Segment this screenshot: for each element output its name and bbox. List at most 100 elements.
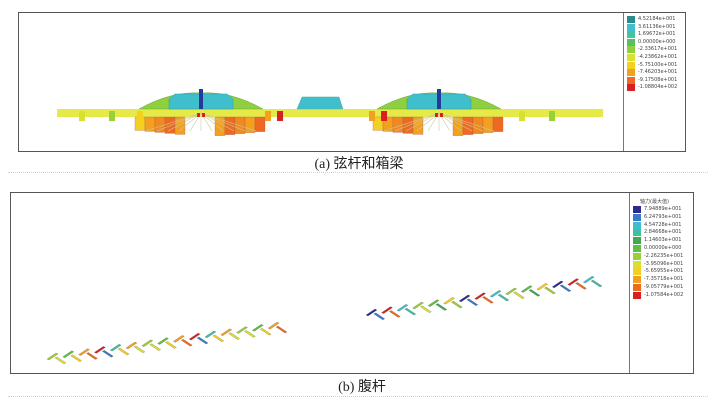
pier-column — [199, 89, 203, 109]
right-web-member — [497, 293, 510, 302]
left-web-member — [173, 335, 185, 343]
left-web-member — [220, 328, 232, 336]
legend-b-swatch — [633, 284, 641, 291]
chord-box-girder-contour-plot — [57, 89, 603, 136]
left-web-member — [212, 334, 225, 342]
left-web-member — [188, 333, 201, 341]
central-box-girder — [296, 96, 344, 110]
legend-a: 4.52184e+001 3.61136e+001 1.69672e+001 0.00… — [623, 13, 685, 151]
legend-b: 轴力(最大值) 7.94889e+001 6.24793e+001 4.54728e… — [629, 193, 693, 373]
deck-segment — [519, 111, 525, 121]
lower-chord-block — [402, 116, 414, 134]
legend-a-label: 0.00000e+000 — [638, 38, 676, 45]
legend-a-label: -7.46203e+001 — [638, 69, 678, 76]
stress-marker — [197, 113, 200, 117]
right-web-member — [365, 308, 378, 317]
right-web-member — [420, 305, 432, 313]
legend-a-label: 4.52184e+001 — [638, 16, 676, 22]
legend-b-label: -3.95096e+001 — [644, 260, 684, 267]
left-web-member — [181, 339, 193, 347]
right-web-member — [544, 286, 556, 295]
legend-b-title: 轴力(最大值) — [640, 199, 669, 205]
left-web-member — [102, 350, 114, 358]
left-web-member — [228, 332, 240, 340]
right-web-member — [552, 280, 564, 288]
lower-chord-block — [174, 116, 186, 135]
left-web-member — [236, 326, 248, 334]
legend-a-swatch — [627, 38, 635, 46]
right-web-member — [404, 308, 416, 316]
left-web-member — [94, 346, 106, 354]
left-web-member — [267, 321, 280, 330]
web-member-panel: 轴力(最大值) 7.94889e+001 6.24793e+001 4.54728e… — [10, 192, 694, 374]
legend-b-swatch — [633, 260, 641, 268]
left-web-member — [62, 350, 74, 358]
web-ray — [438, 112, 473, 132]
legend-b-swatch — [633, 276, 641, 284]
right-web-member — [458, 294, 471, 303]
lower-chord-block — [164, 116, 176, 134]
web-ray — [200, 112, 257, 132]
legend-a-label: -9.17508e+001 — [638, 76, 678, 83]
lower-chord-block — [462, 116, 474, 135]
legend-a-swatch — [627, 23, 635, 31]
left-web-member — [196, 336, 209, 345]
legend-b-label: -2.26235e+001 — [644, 252, 684, 259]
legend-a-swatch — [627, 69, 635, 77]
right-web-member — [505, 287, 517, 296]
lower-chord-block — [144, 116, 156, 132]
web-ray — [438, 112, 484, 132]
divider-b — [8, 396, 708, 397]
left-web-member — [125, 341, 138, 350]
lower-chord-block — [452, 116, 464, 136]
legend-b-swatch — [633, 245, 641, 252]
pier-column — [437, 89, 441, 109]
divider-a — [8, 172, 708, 173]
web-ray — [200, 112, 246, 132]
legend-b-swatch — [633, 291, 641, 299]
legend-b-label: 7.94889e+001 — [644, 206, 682, 212]
right-web-member — [559, 284, 572, 292]
right-web-member — [528, 289, 541, 297]
lower-chord-block — [492, 116, 504, 132]
legend-b-label: 6.24793e+001 — [644, 213, 682, 220]
legend-a-swatch — [627, 76, 635, 84]
web-ray — [156, 112, 202, 132]
left-web-member — [117, 347, 130, 356]
left-web-member — [157, 337, 169, 345]
lower-chord-block — [472, 116, 484, 134]
legend-a-swatch — [627, 46, 635, 54]
deck-segment — [265, 111, 271, 121]
web-ray — [200, 112, 235, 132]
caption-b: (b) 腹杆 — [338, 380, 386, 395]
right-web-member — [520, 285, 533, 293]
web-ray — [167, 112, 202, 132]
right-web-member — [466, 298, 479, 306]
legend-a-swatch — [627, 84, 635, 92]
legend-b-label: -9.05779e+001 — [644, 284, 684, 290]
stress-marker — [435, 113, 438, 117]
web-member-force-plot — [46, 276, 603, 365]
right-web-member — [474, 292, 486, 300]
left-web-member — [204, 330, 217, 339]
right-web-member — [451, 300, 463, 309]
right-web-member — [583, 276, 595, 284]
legend-b-swatch — [633, 213, 641, 221]
left-web-member — [70, 354, 82, 362]
deck-segment — [79, 111, 85, 121]
deck-segment — [137, 111, 143, 121]
left-web-member — [141, 339, 153, 347]
legend-a-swatch — [627, 31, 635, 39]
right-web-member — [396, 304, 409, 312]
legend-a-label: 3.61136e+001 — [638, 23, 676, 30]
lower-chord-block — [214, 116, 226, 136]
right-web-member — [373, 312, 385, 320]
chord-box-girder-panel: 4.52184e+001 3.61136e+001 1.69672e+001 0.00… — [18, 12, 686, 152]
stress-marker — [202, 113, 205, 117]
right-web-member — [435, 303, 448, 311]
legend-a-swatch — [627, 54, 635, 61]
lower-chord-block — [254, 116, 266, 132]
right-web-member — [427, 299, 440, 307]
left-web-member — [86, 352, 98, 360]
web-ray — [394, 112, 440, 132]
